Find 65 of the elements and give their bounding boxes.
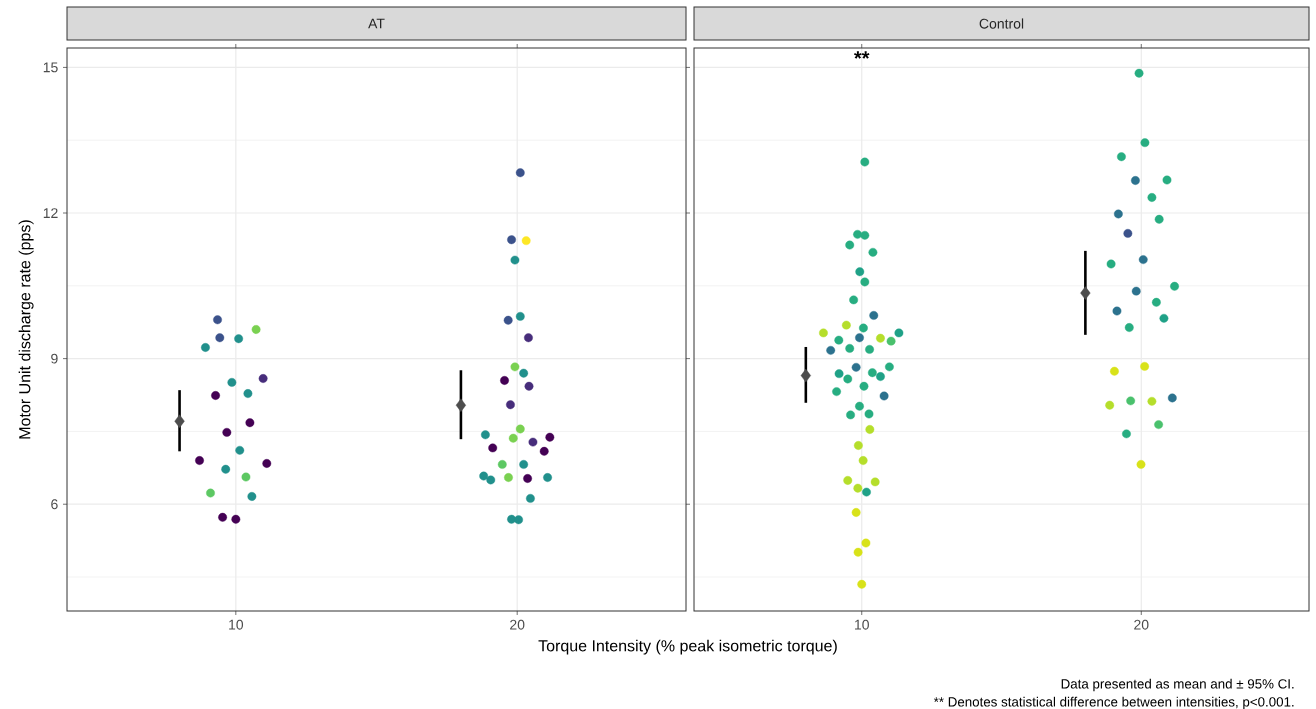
point <box>510 255 520 265</box>
point <box>519 368 529 378</box>
point <box>235 445 245 455</box>
point <box>222 427 232 437</box>
point <box>486 475 496 485</box>
point <box>243 389 253 398</box>
point <box>234 334 244 344</box>
x-axis-title: Torque Intensity (% peak isometric torque) <box>538 639 837 655</box>
point <box>521 236 531 246</box>
annotation: ** <box>854 51 870 59</box>
point <box>545 432 555 442</box>
point <box>539 446 549 456</box>
point <box>514 515 523 525</box>
text: Data presented as mean and ± 95% CI. <box>1061 678 1294 692</box>
point <box>543 473 552 482</box>
point <box>215 333 225 343</box>
text: ** Denotes statistical difference between intensities, p<0.001. <box>933 696 1294 709</box>
point <box>524 333 533 343</box>
point <box>174 414 185 428</box>
point <box>258 374 268 383</box>
point <box>481 430 490 440</box>
point <box>503 315 513 325</box>
chart-title: AT <box>368 18 385 29</box>
y-tick-label: 15 <box>43 62 58 73</box>
x-tick-label: 10 <box>855 619 869 630</box>
y-axis-title: Motor Unit discharge rate (pps) <box>18 220 34 439</box>
point <box>195 456 204 465</box>
point <box>504 473 513 482</box>
point <box>526 493 535 503</box>
point <box>515 424 525 434</box>
x-tick-label: 20 <box>510 619 525 630</box>
point <box>455 398 466 412</box>
point <box>247 492 257 501</box>
point <box>221 464 231 474</box>
point <box>206 488 215 498</box>
point <box>500 376 509 385</box>
point <box>213 315 222 325</box>
point <box>231 514 241 524</box>
point <box>245 418 255 428</box>
chart-title: Control <box>979 18 1024 29</box>
point <box>508 433 518 443</box>
y-tick-label: 12 <box>43 208 58 218</box>
y-tick-label: 6 <box>51 499 58 510</box>
point <box>241 472 251 482</box>
point <box>524 381 534 391</box>
point <box>251 325 261 334</box>
point <box>515 311 525 321</box>
point <box>523 474 532 483</box>
point <box>515 168 525 178</box>
point <box>227 378 237 387</box>
point <box>507 235 516 245</box>
point <box>506 400 515 410</box>
x-tick-label: 10 <box>229 619 244 630</box>
point <box>262 459 272 468</box>
point <box>218 512 227 522</box>
point <box>201 343 210 352</box>
point <box>211 391 220 400</box>
point <box>519 460 529 469</box>
point <box>510 362 520 372</box>
point <box>488 443 498 453</box>
point <box>479 471 489 481</box>
y-tick-label: 9 <box>51 353 58 364</box>
x-tick-label: 20 <box>1134 619 1149 630</box>
point <box>528 437 538 447</box>
point <box>497 460 507 469</box>
